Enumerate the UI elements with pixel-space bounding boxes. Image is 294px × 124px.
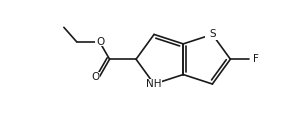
Text: O: O bbox=[91, 72, 99, 82]
Bar bbox=[95, 38, 105, 46]
Bar bbox=[146, 79, 162, 89]
Text: S: S bbox=[209, 29, 216, 39]
Bar bbox=[91, 72, 100, 81]
Bar bbox=[205, 29, 220, 40]
Text: F: F bbox=[253, 54, 258, 64]
Text: NH: NH bbox=[146, 79, 162, 89]
Bar bbox=[250, 55, 260, 64]
Text: O: O bbox=[96, 37, 104, 47]
